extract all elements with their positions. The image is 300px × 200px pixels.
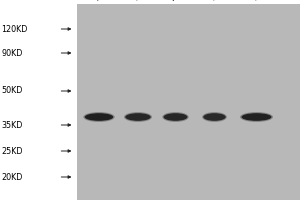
Ellipse shape — [124, 112, 152, 122]
Ellipse shape — [164, 113, 188, 121]
Text: 35KD: 35KD — [2, 120, 23, 130]
Ellipse shape — [85, 113, 113, 121]
Ellipse shape — [242, 113, 272, 121]
Ellipse shape — [125, 113, 151, 121]
Text: MCF-7: MCF-7 — [208, 0, 234, 2]
Ellipse shape — [202, 112, 227, 122]
Text: 20KD: 20KD — [2, 172, 23, 182]
Text: 25KD: 25KD — [2, 146, 23, 156]
Text: 50KD: 50KD — [2, 86, 23, 95]
Ellipse shape — [83, 112, 115, 122]
Text: 90KD: 90KD — [2, 48, 23, 58]
Bar — [76, 4, 300, 200]
Text: 293T: 293T — [93, 0, 114, 2]
Text: A549: A549 — [169, 0, 191, 2]
Ellipse shape — [240, 112, 273, 122]
Ellipse shape — [203, 113, 226, 121]
Ellipse shape — [162, 112, 189, 122]
Text: NIH/3T3: NIH/3T3 — [250, 0, 281, 2]
Text: 120KD: 120KD — [2, 24, 28, 33]
Text: PC3: PC3 — [132, 0, 150, 2]
